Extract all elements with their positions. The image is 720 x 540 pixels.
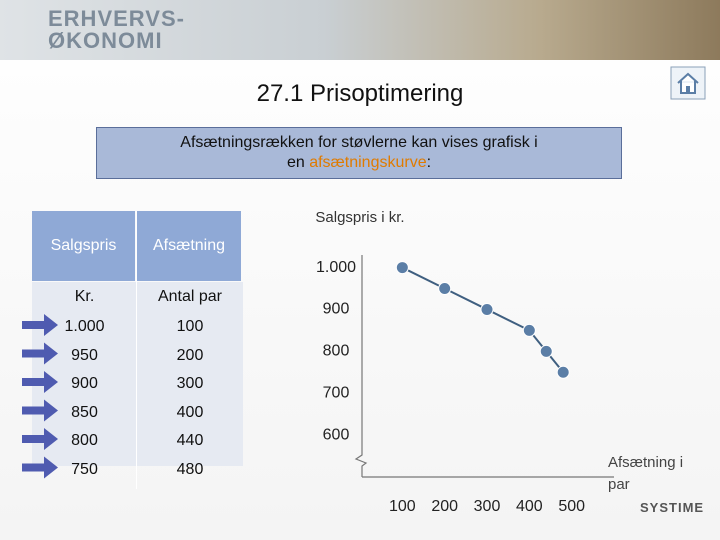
table-cell: 400 [176, 403, 204, 421]
y-tick-label: 700 [323, 384, 350, 401]
row-arrow [22, 342, 58, 365]
column-header: Afsætning [137, 211, 241, 281]
intro-text: Afsætningsrækken for støvlerne kan vises… [177, 133, 541, 173]
intro-box: Afsætningsrækken for støvlerne kan vises… [96, 127, 622, 179]
y-tick-label: 800 [323, 343, 350, 360]
table-cell: 100 [176, 318, 204, 335]
logo-line: ERHVERVS- [48, 6, 185, 31]
table-divider [136, 211, 137, 489]
logo: ERHVERVS- ØKONOMI [48, 8, 185, 52]
x-tick-label: 100 [389, 498, 416, 515]
table-cell: 950 [71, 346, 98, 364]
table-cell: 480 [176, 460, 204, 478]
table-cell: 900 [71, 375, 98, 392]
row-arrow [22, 314, 58, 336]
table-cell: 850 [71, 403, 98, 421]
data-point [522, 323, 536, 337]
row-arrow [22, 456, 58, 479]
x-tick-label: 500 [558, 498, 585, 515]
x-tick-label: 400 [516, 498, 543, 515]
data-point [438, 282, 452, 296]
table-cell: 800 [71, 432, 98, 449]
table-cell: 1.000 [64, 318, 105, 335]
table-cell: 440 [176, 432, 204, 449]
home-button[interactable] [670, 66, 706, 100]
table-cell: 750 [71, 460, 98, 478]
unit-cell: Antal par [157, 288, 223, 305]
footer-logo: SYSTIME [640, 500, 705, 515]
intro-text: Afsætningsrækken for støvlerne kan vises… [180, 134, 538, 171]
y-axis [354, 255, 368, 477]
banner [0, 0, 720, 60]
y-tick-label: 600 [323, 426, 350, 443]
data-point [395, 261, 409, 275]
data-point [539, 344, 553, 358]
table-cell: 200 [176, 346, 204, 364]
slide-title: 27.1 Prisoptimering [256, 80, 464, 107]
data-line [401, 266, 564, 373]
column-header: Salgspris [32, 211, 135, 281]
x-tick-label: 200 [431, 498, 458, 515]
unit-cell: Kr. [74, 288, 95, 305]
data-point [480, 302, 494, 316]
data-point [556, 365, 570, 379]
x-tick-label: 300 [474, 498, 501, 515]
intro-highlight: afsætningskurve [309, 154, 427, 171]
y-tick-label: 1.000 [316, 259, 356, 276]
y-tick-label: 900 [323, 301, 350, 318]
row-arrow [22, 371, 58, 393]
row-arrow [22, 428, 58, 450]
row-arrow [22, 399, 58, 422]
x-axis-label: Afsætning i par [608, 454, 684, 493]
table-cell: 300 [176, 375, 204, 392]
table-body [32, 282, 243, 466]
y-axis-label: Salgspris i kr. [315, 209, 405, 226]
logo-line: ØKONOMI [48, 28, 163, 53]
intro-end: : [426, 154, 432, 171]
